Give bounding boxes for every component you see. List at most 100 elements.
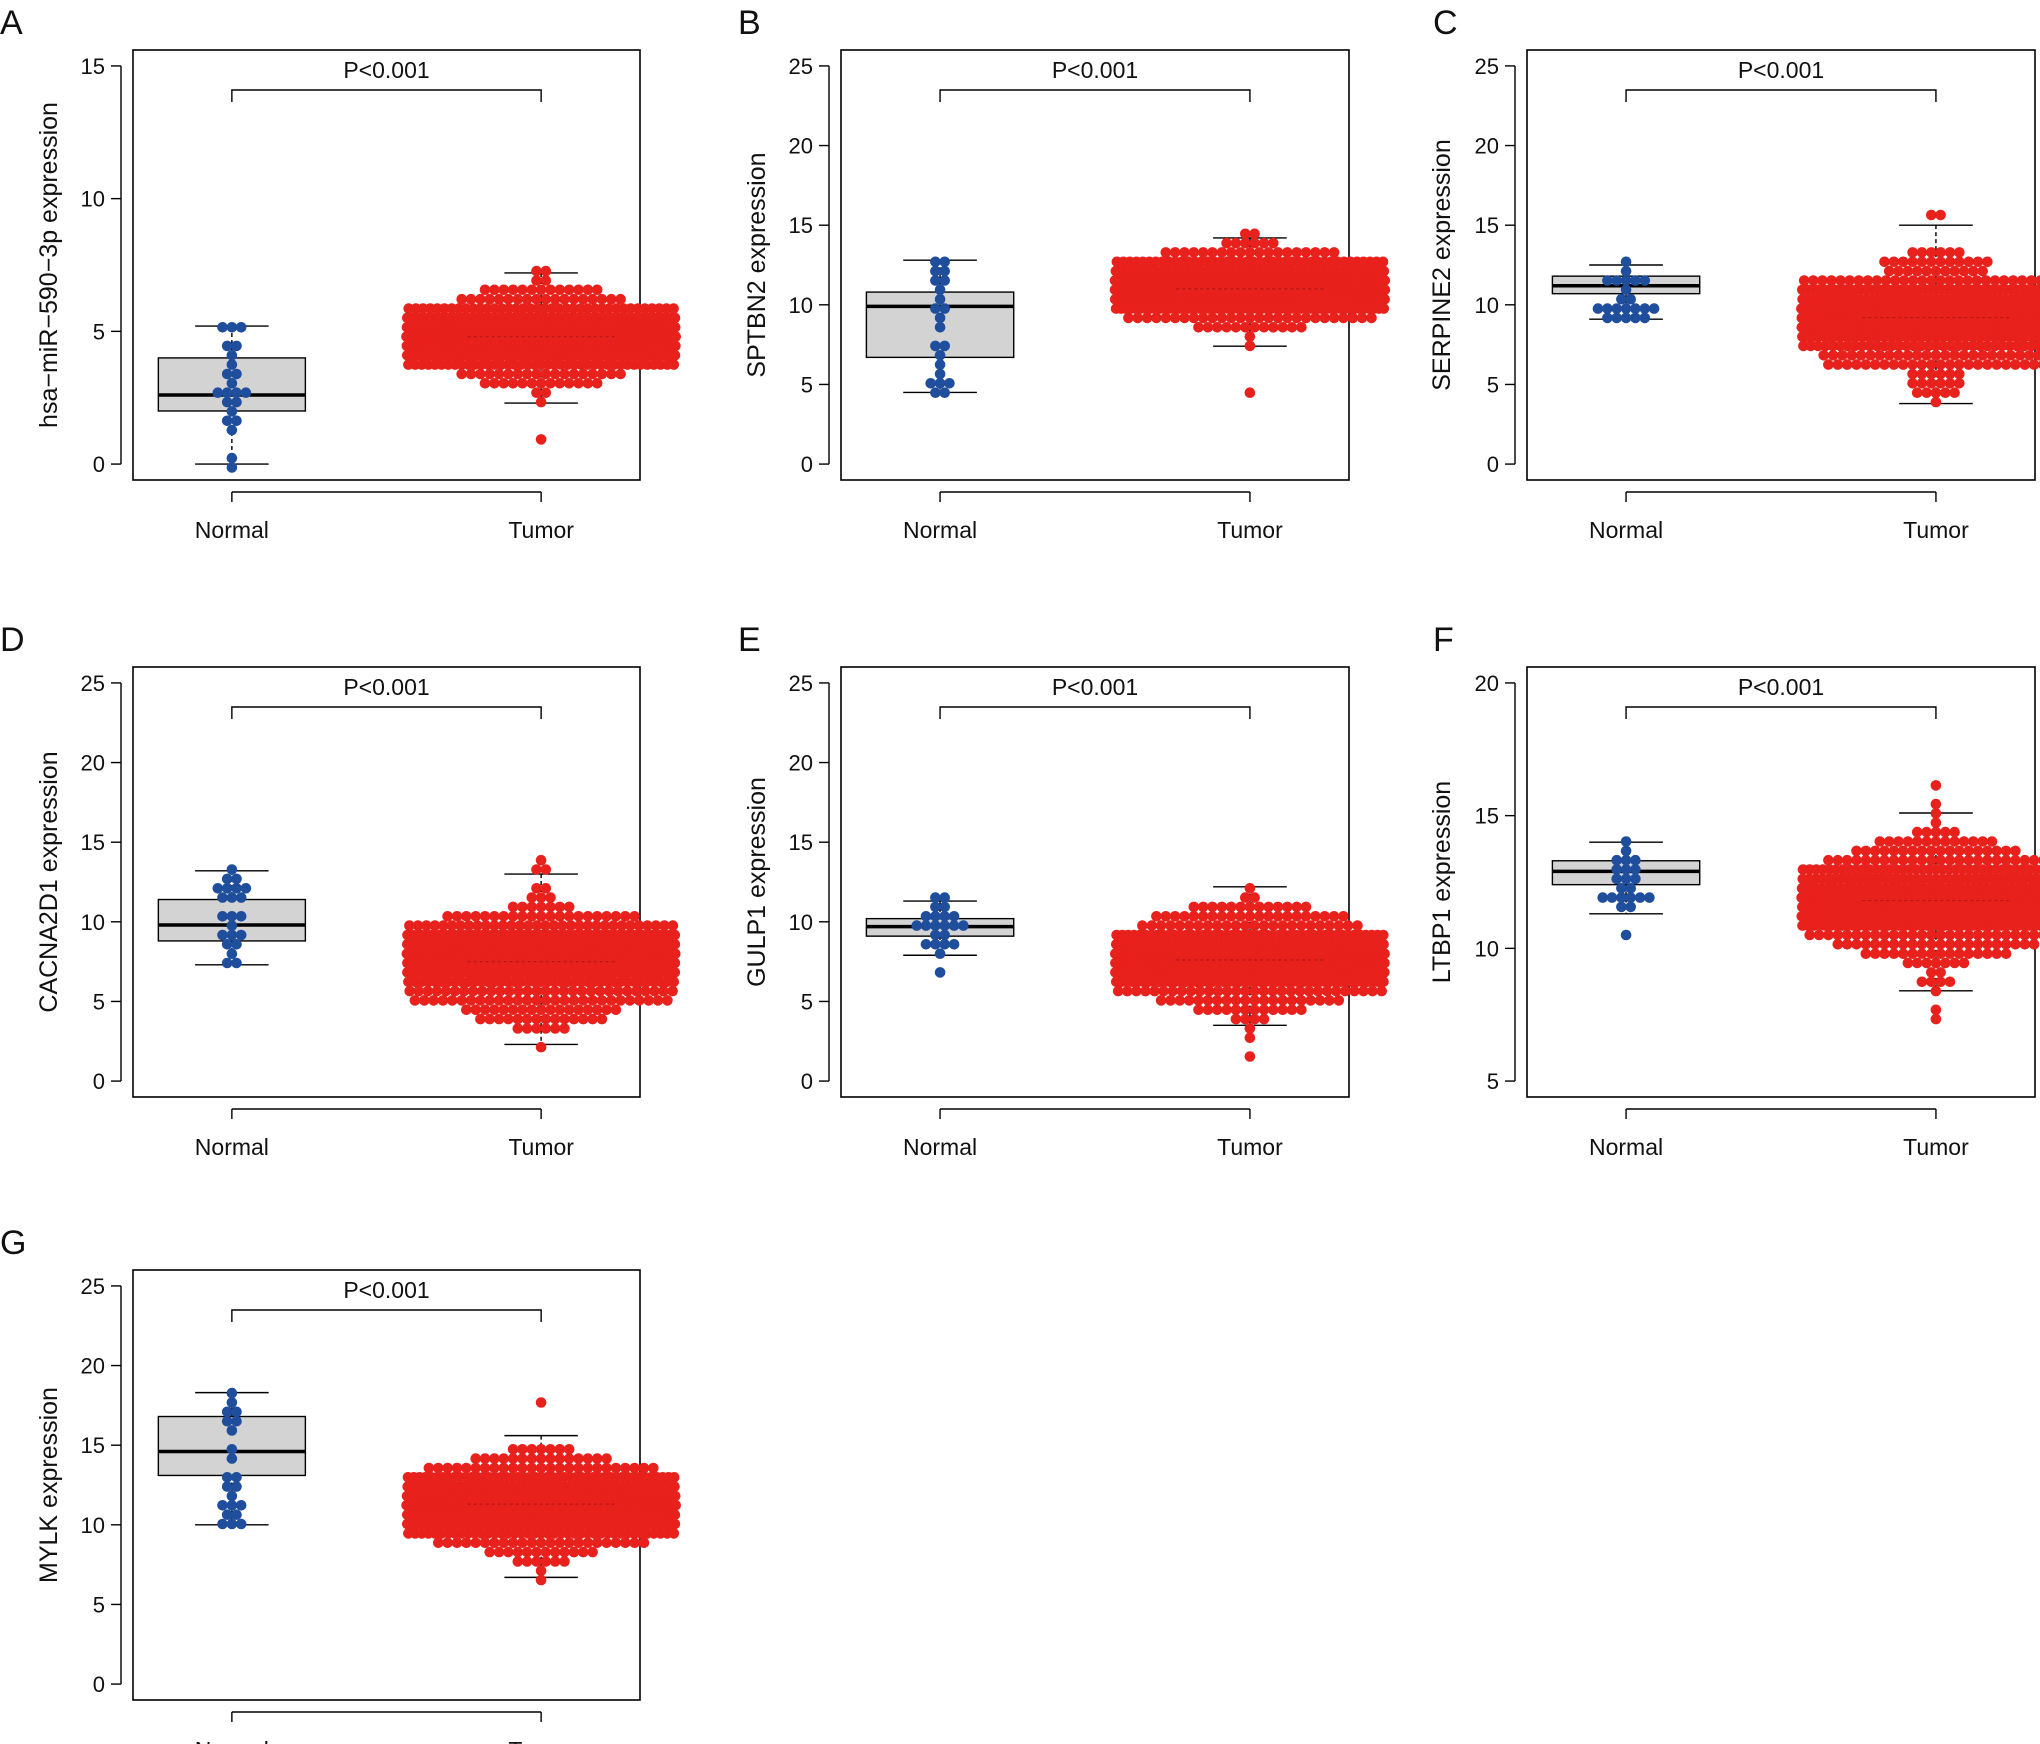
- data-point: [1321, 985, 1333, 997]
- data-point: [2033, 340, 2040, 352]
- data-point: [1888, 939, 1900, 950]
- data-point: [948, 939, 960, 950]
- data-point: [559, 1023, 570, 1034]
- data-point: [1808, 275, 1819, 286]
- data-point: [582, 284, 594, 296]
- data-point: [577, 368, 589, 380]
- data-point: [925, 378, 936, 389]
- x-category-label-tumor: Tumor: [1217, 517, 1283, 543]
- y-tick-label: 0: [801, 1069, 813, 1094]
- data-point: [1616, 883, 1627, 894]
- data-point: [1972, 256, 1984, 268]
- data-point: [1244, 387, 1256, 399]
- data-point: [531, 275, 542, 286]
- data-point: [1379, 293, 1390, 305]
- data-point: [1944, 845, 1956, 857]
- data-point: [549, 1023, 561, 1034]
- data-point: [1263, 911, 1274, 922]
- data-point: [1851, 845, 1862, 857]
- data-point: [573, 378, 584, 389]
- data-point: [517, 1004, 528, 1016]
- data-point: [470, 911, 482, 922]
- data-point: [540, 293, 552, 305]
- data-point: [1944, 359, 1956, 370]
- data-point: [489, 284, 500, 296]
- points-normal: [1592, 256, 1660, 324]
- data-point: [1944, 976, 1956, 988]
- data-point: [1832, 359, 1844, 370]
- data-point: [670, 340, 681, 352]
- data-point: [920, 911, 932, 922]
- data-point: [1977, 265, 1988, 277]
- x-category-label-tumor: Tumor: [508, 517, 574, 543]
- data-point: [1328, 247, 1340, 258]
- data-point: [1620, 836, 1632, 847]
- data-point: [1319, 247, 1330, 258]
- data-point: [463, 920, 475, 931]
- data-point: [1155, 920, 1167, 931]
- data-point: [451, 1537, 463, 1549]
- x-category-label-tumor: Tumor: [508, 1134, 574, 1160]
- data-point: [558, 985, 570, 997]
- data-point: [1832, 929, 1844, 941]
- data-point: [667, 985, 678, 997]
- data-point: [1620, 256, 1632, 268]
- data-point: [1897, 256, 1909, 268]
- data-point: [1291, 901, 1302, 913]
- y-tick-label: 20: [1475, 671, 1499, 696]
- data-point: [1319, 312, 1330, 324]
- y-tick-label: 10: [81, 910, 105, 935]
- data-point: [587, 293, 598, 305]
- data-point: [1916, 256, 1928, 268]
- data-point: [1140, 985, 1151, 997]
- data-point: [1225, 911, 1237, 922]
- data-point: [596, 1013, 608, 1025]
- data-point: [554, 1453, 566, 1464]
- data-point: [1630, 873, 1641, 885]
- data-point: [226, 911, 238, 922]
- data-point: [1897, 939, 1909, 950]
- data-point: [1611, 864, 1622, 875]
- panel-letter: C: [1433, 4, 1458, 42]
- data-point: [1883, 265, 1895, 277]
- data-point: [479, 911, 491, 922]
- data-point: [507, 1453, 519, 1464]
- data-point: [1935, 247, 1946, 258]
- data-point: [535, 1453, 547, 1464]
- data-point: [1310, 247, 1321, 258]
- data-point: [934, 350, 946, 361]
- y-tick-label: 0: [93, 452, 105, 477]
- data-point: [1240, 995, 1251, 1006]
- data-point: [465, 368, 477, 380]
- data-point: [1841, 359, 1853, 370]
- data-point: [1991, 854, 2002, 866]
- group-tumor: [401, 854, 681, 1053]
- data-point: [669, 322, 681, 333]
- data-point: [498, 1004, 510, 1016]
- data-point: [1249, 920, 1260, 931]
- significance-bracket: [231, 1309, 542, 1322]
- group-normal: [1551, 256, 1701, 324]
- data-point: [540, 1013, 552, 1025]
- data-point: [1827, 340, 1839, 352]
- plot-frame: [840, 666, 1350, 1098]
- data-point: [1935, 976, 1946, 988]
- data-point: [522, 985, 533, 997]
- data-point: [573, 1462, 584, 1474]
- data-point: [1944, 939, 1956, 950]
- p-value-label: P<0.001: [1738, 674, 1824, 700]
- data-point: [423, 1462, 435, 1474]
- data-point: [484, 995, 496, 1006]
- data-point: [1254, 901, 1265, 913]
- data-point: [240, 883, 252, 894]
- data-point: [563, 1453, 575, 1464]
- y-tick-label: 25: [789, 54, 813, 79]
- data-point: [2032, 901, 2040, 913]
- data-point: [2037, 285, 2040, 295]
- data-point: [433, 1462, 444, 1474]
- data-point: [1958, 350, 1970, 361]
- data-point: [1235, 901, 1246, 913]
- data-point: [1944, 378, 1956, 389]
- data-point: [1869, 939, 1881, 950]
- data-point: [629, 1537, 640, 1549]
